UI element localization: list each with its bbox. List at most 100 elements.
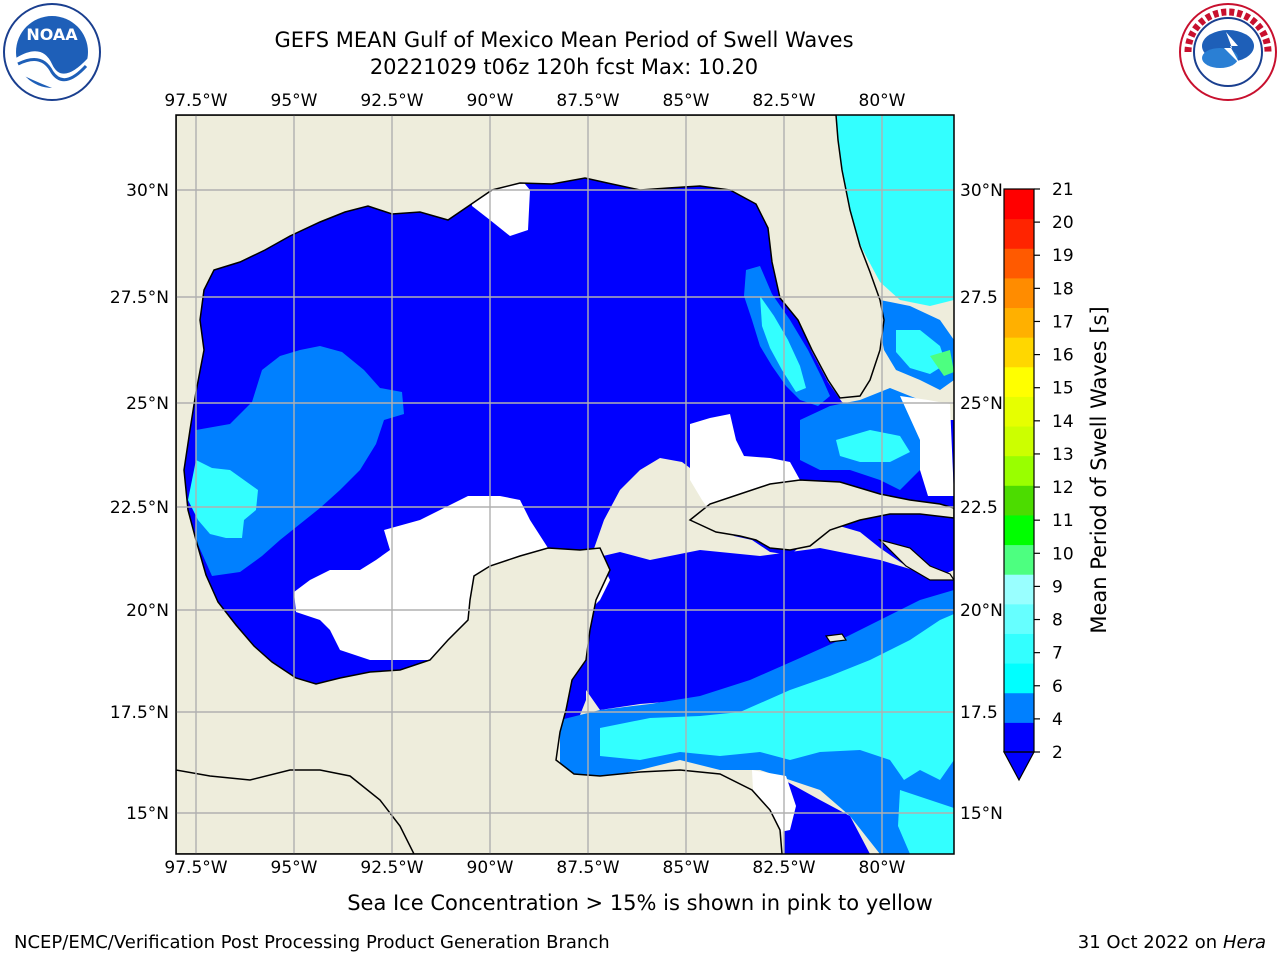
lon-label: 90°W xyxy=(467,858,514,878)
lon-label: 85°W xyxy=(663,858,710,878)
land-east-cuba xyxy=(877,538,954,581)
graticule xyxy=(176,115,954,854)
colorbar-tick-label: 16 xyxy=(1052,346,1074,366)
lat-label: 30°N xyxy=(960,181,1003,201)
caribbean-2-4s xyxy=(586,548,954,710)
lat-label: 27.5°N xyxy=(110,288,169,308)
colorbar-segment xyxy=(1004,722,1034,753)
colorbar-segment xyxy=(1004,218,1034,249)
lon-label: 85°W xyxy=(663,91,710,111)
land-us-gulf-coast xyxy=(176,115,885,854)
colorbar: 2 4 6 7 8 9 10 11 12 13 14 15 16 17 18 19 20 21 xyxy=(1002,180,1074,782)
colorbar-tick-label: 4 xyxy=(1052,710,1063,730)
colorbar-tick-label: 13 xyxy=(1052,445,1074,465)
colorbar-tick-label: 15 xyxy=(1052,379,1074,399)
lat-label: 22.5 xyxy=(960,498,998,518)
colorbar-segment xyxy=(1004,307,1034,338)
footer-machine-name: Hera xyxy=(1222,932,1266,953)
florida-coast-4-6s xyxy=(744,266,830,406)
lon-label: 82.5°W xyxy=(752,91,815,111)
lon-label: 87.5°W xyxy=(556,858,619,878)
latitude-labels-right: 30°N 27.5 25°N 22.5 20°N 17.5 15°N xyxy=(960,181,1003,824)
footer-date-text: 31 Oct 2022 on xyxy=(1077,932,1223,953)
footer-date: 31 Oct 2022 on Hera xyxy=(1078,932,1266,953)
lat-label: 25°N xyxy=(960,394,1003,414)
lon-label: 82.5°W xyxy=(752,858,815,878)
lon-label: 80°W xyxy=(859,858,906,878)
lon-label: 95°W xyxy=(271,858,318,878)
florida-coast-6-7s xyxy=(760,296,806,392)
caribbean-south-6-7s xyxy=(898,790,954,854)
colorbar-segment xyxy=(1004,544,1034,575)
colorbar-tick-label: 21 xyxy=(1052,180,1074,200)
colorbar-segment xyxy=(1004,426,1034,457)
colorbar-tick-label: 20 xyxy=(1052,213,1074,233)
colorbar-segment xyxy=(1004,603,1034,634)
colorbar-tick-label: 9 xyxy=(1052,577,1063,597)
lon-label: 87.5°W xyxy=(556,91,619,111)
colorbar-tick-label: 8 xyxy=(1052,611,1063,631)
colorbar-segment xyxy=(1004,633,1034,664)
colorbar-tick-label: 19 xyxy=(1052,246,1074,266)
colorbar-segment xyxy=(1004,574,1034,605)
colorbar-tick-label: 6 xyxy=(1052,677,1063,697)
lat-label: 30°N xyxy=(126,181,169,201)
longitude-labels-top: 97.5°W 95°W 92.5°W 90°W 87.5°W 85°W 82.5… xyxy=(164,91,905,111)
colorbar-segment xyxy=(1004,277,1034,309)
colorbar-tick-label: 17 xyxy=(1052,312,1074,332)
lon-label: 97.5°W xyxy=(164,91,227,111)
colorbar-tick-label: 11 xyxy=(1052,511,1074,531)
colorbar-segment xyxy=(1004,396,1034,427)
bay-of-campeche-6-7s xyxy=(188,460,258,538)
colorbar-tick-label: 18 xyxy=(1052,279,1074,299)
noaa-logo-text: NOAA xyxy=(26,25,78,44)
colorbar-segment xyxy=(1004,366,1034,397)
map-subtitle: 20221029 t06z 120h fcst Max: 10.20 xyxy=(369,55,759,79)
colorbar-segment xyxy=(1004,189,1034,220)
caribbean-south-2-4s xyxy=(784,780,870,854)
lon-label: 95°W xyxy=(271,91,318,111)
longitude-labels-bottom: 97.5°W 95°W 92.5°W 90°W 87.5°W 85°W 82.5… xyxy=(164,858,905,878)
no-data-cuba-east xyxy=(900,396,954,496)
noaa-logo: NOAA xyxy=(3,3,101,101)
lon-label: 97.5°W xyxy=(164,858,227,878)
colorbar-extend-arrow xyxy=(1002,751,1036,782)
atlantic-6-7s xyxy=(836,115,954,306)
lat-label: 20°N xyxy=(126,601,169,621)
lon-label: 90°W xyxy=(467,91,514,111)
lon-label: 92.5°W xyxy=(360,858,423,878)
lat-label: 25°N xyxy=(126,394,169,414)
lat-label: 15°N xyxy=(126,804,169,824)
colorbar-segment xyxy=(1004,663,1034,694)
colorbar-tick-label: 12 xyxy=(1052,478,1074,498)
colorbar-tick-label: 14 xyxy=(1052,412,1074,432)
colorbar-label: Mean Period of Swell Waves [s] xyxy=(1087,306,1111,633)
footer-organization: NCEP/EMC/Verification Post Processing Pr… xyxy=(14,932,610,953)
lon-label: 92.5°W xyxy=(360,91,423,111)
colorbar-segment xyxy=(1004,455,1034,486)
bahamas-8-9s xyxy=(930,350,954,376)
land-jamaica xyxy=(824,633,848,643)
lat-label: 20°N xyxy=(960,601,1003,621)
latitude-labels-left: 30°N 27.5°N 25°N 22.5°N 20°N 17.5°N 15°N xyxy=(110,181,169,824)
lat-label: 17.5°N xyxy=(110,703,169,723)
colorbar-segment xyxy=(1004,248,1034,279)
colorbar-segment xyxy=(1004,514,1034,546)
colorbar-tick-label: 2 xyxy=(1052,743,1063,763)
lat-label: 27.5 xyxy=(960,288,998,308)
colorbar-tick-label: 7 xyxy=(1052,644,1063,664)
colorbar-outline xyxy=(1003,188,1035,753)
sea-ice-note: Sea Ice Concentration > 15% is shown in … xyxy=(347,891,933,915)
map-frame xyxy=(175,114,955,855)
lat-label: 15°N xyxy=(960,804,1003,824)
colorbar-tick-label: 10 xyxy=(1052,544,1074,564)
keys-6-7s xyxy=(836,430,910,462)
colorbar-segment xyxy=(1004,337,1034,368)
lon-label: 80°W xyxy=(859,91,906,111)
map-title: GEFS MEAN Gulf of Mexico Mean Period of … xyxy=(274,28,854,52)
lat-label: 17.5 xyxy=(960,703,998,723)
caribbean-6-7s xyxy=(600,614,954,780)
nws-logo xyxy=(1179,3,1277,101)
lat-label: 22.5°N xyxy=(110,498,169,518)
